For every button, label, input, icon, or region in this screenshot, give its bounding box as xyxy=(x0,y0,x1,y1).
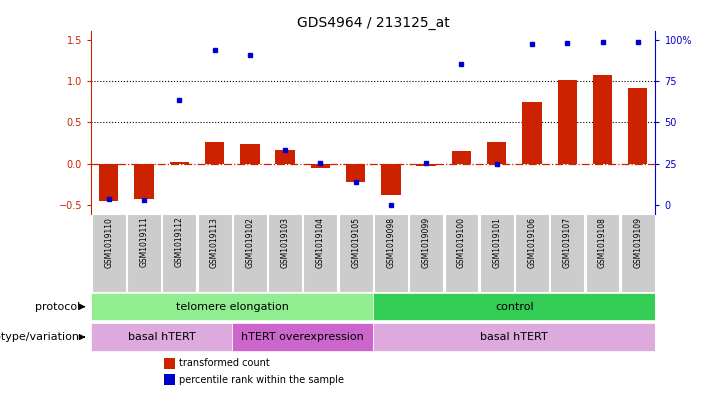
Bar xyxy=(515,213,549,292)
Text: GSM1019100: GSM1019100 xyxy=(457,217,466,268)
Text: GSM1019101: GSM1019101 xyxy=(492,217,501,268)
Bar xyxy=(487,141,506,164)
Text: GSM1019112: GSM1019112 xyxy=(175,217,184,267)
Text: genotype/variation: genotype/variation xyxy=(0,332,80,342)
Bar xyxy=(557,80,577,164)
Bar xyxy=(240,144,259,164)
Text: GSM1019098: GSM1019098 xyxy=(386,217,395,268)
Text: telomere elongation: telomere elongation xyxy=(176,302,289,312)
Bar xyxy=(374,293,655,320)
Text: hTERT overexpression: hTERT overexpression xyxy=(241,332,364,342)
Bar xyxy=(91,293,374,320)
Bar xyxy=(311,164,330,168)
Text: GSM1019108: GSM1019108 xyxy=(598,217,607,268)
Bar xyxy=(92,213,125,292)
Bar xyxy=(163,213,196,292)
Bar xyxy=(198,213,231,292)
Bar xyxy=(233,213,267,292)
Bar xyxy=(99,164,118,201)
Bar xyxy=(550,213,584,292)
Text: GSM1019099: GSM1019099 xyxy=(422,217,430,268)
Bar xyxy=(416,164,436,166)
Text: basal hTERT: basal hTERT xyxy=(480,332,548,342)
Bar xyxy=(165,358,175,369)
Text: GSM1019106: GSM1019106 xyxy=(527,217,536,268)
Bar xyxy=(268,213,302,292)
Text: GSM1019102: GSM1019102 xyxy=(245,217,254,268)
Bar xyxy=(275,150,295,164)
Bar xyxy=(444,213,478,292)
Bar xyxy=(593,75,612,164)
Bar xyxy=(135,164,154,198)
Bar xyxy=(381,164,400,195)
Text: GSM1019103: GSM1019103 xyxy=(280,217,290,268)
Bar xyxy=(304,213,337,292)
Bar xyxy=(346,164,365,182)
Bar xyxy=(232,323,374,351)
Bar xyxy=(339,213,372,292)
Text: protocol: protocol xyxy=(34,302,80,312)
Bar xyxy=(621,213,655,292)
Bar xyxy=(205,141,224,164)
Text: GSM1019109: GSM1019109 xyxy=(633,217,642,268)
Bar xyxy=(127,213,161,292)
Text: transformed count: transformed count xyxy=(179,358,269,368)
Text: GSM1019111: GSM1019111 xyxy=(139,217,149,267)
Text: percentile rank within the sample: percentile rank within the sample xyxy=(179,375,343,385)
Text: GSM1019107: GSM1019107 xyxy=(563,217,572,268)
Bar xyxy=(91,323,232,351)
Bar xyxy=(451,151,471,164)
Text: basal hTERT: basal hTERT xyxy=(128,332,196,342)
Bar xyxy=(522,102,542,164)
Bar xyxy=(409,213,443,292)
Text: GSM1019104: GSM1019104 xyxy=(316,217,325,268)
Title: GDS4964 / 213125_at: GDS4964 / 213125_at xyxy=(297,17,449,30)
Text: GSM1019105: GSM1019105 xyxy=(351,217,360,268)
Bar xyxy=(165,374,175,386)
Bar xyxy=(374,323,655,351)
Bar xyxy=(170,162,189,164)
Text: GSM1019110: GSM1019110 xyxy=(104,217,114,268)
Bar xyxy=(628,88,648,164)
Bar xyxy=(585,213,620,292)
Bar xyxy=(374,213,408,292)
Text: GSM1019113: GSM1019113 xyxy=(210,217,219,268)
Text: control: control xyxy=(495,302,533,312)
Bar xyxy=(479,213,514,292)
